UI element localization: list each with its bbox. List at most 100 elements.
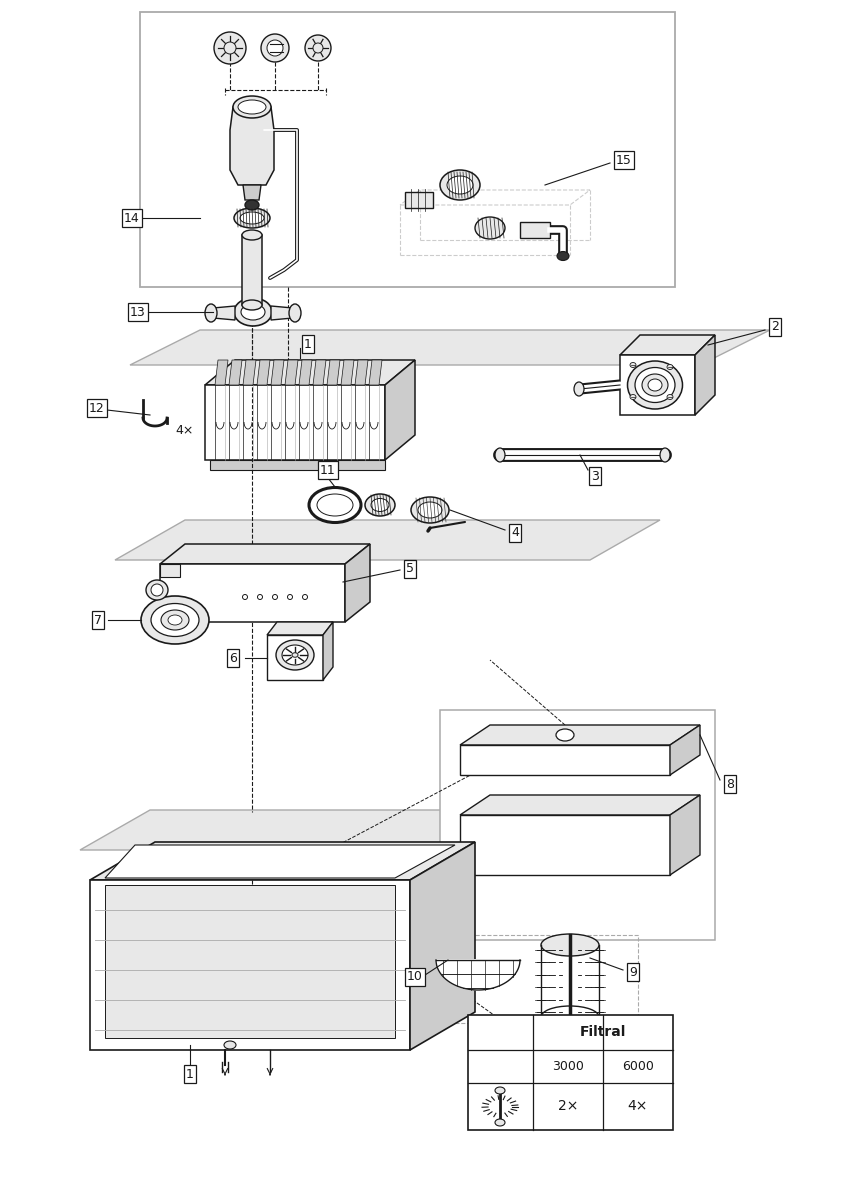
Polygon shape — [670, 725, 700, 775]
Text: 2: 2 — [771, 320, 779, 334]
Polygon shape — [210, 460, 385, 470]
Text: 4×: 4× — [628, 1099, 648, 1114]
Ellipse shape — [289, 304, 301, 322]
Text: 6: 6 — [229, 652, 237, 665]
Ellipse shape — [495, 1118, 505, 1126]
Ellipse shape — [146, 580, 168, 600]
Polygon shape — [436, 960, 520, 990]
Ellipse shape — [242, 594, 247, 600]
Polygon shape — [670, 794, 700, 875]
Ellipse shape — [242, 230, 262, 240]
Ellipse shape — [447, 176, 473, 194]
Ellipse shape — [292, 653, 298, 658]
Text: 4×: 4× — [175, 424, 193, 437]
Polygon shape — [243, 185, 261, 200]
Text: 8: 8 — [726, 778, 734, 791]
Polygon shape — [205, 385, 385, 460]
Ellipse shape — [151, 604, 199, 636]
Ellipse shape — [238, 100, 266, 114]
Polygon shape — [285, 360, 298, 385]
Polygon shape — [323, 622, 333, 680]
Ellipse shape — [267, 40, 283, 56]
Polygon shape — [213, 306, 235, 320]
Ellipse shape — [541, 934, 599, 956]
Polygon shape — [410, 842, 475, 1050]
Ellipse shape — [233, 96, 271, 118]
Polygon shape — [267, 622, 333, 635]
Bar — [468, 1015, 673, 1130]
Polygon shape — [313, 360, 326, 385]
Ellipse shape — [309, 487, 361, 522]
Polygon shape — [160, 544, 370, 564]
Ellipse shape — [224, 42, 236, 54]
Ellipse shape — [240, 212, 264, 224]
Ellipse shape — [317, 494, 353, 516]
Polygon shape — [215, 360, 228, 385]
Polygon shape — [80, 810, 560, 850]
Ellipse shape — [411, 497, 449, 523]
Ellipse shape — [541, 1006, 599, 1028]
Ellipse shape — [168, 614, 182, 625]
Text: 6000: 6000 — [622, 1060, 654, 1073]
Ellipse shape — [303, 594, 308, 600]
Ellipse shape — [288, 594, 293, 600]
Polygon shape — [105, 845, 455, 878]
Ellipse shape — [151, 584, 163, 596]
Ellipse shape — [161, 610, 189, 630]
Text: 9: 9 — [629, 966, 637, 978]
Polygon shape — [385, 360, 415, 460]
Ellipse shape — [214, 32, 246, 64]
Text: 11: 11 — [320, 463, 336, 476]
Bar — [440, 710, 715, 940]
Polygon shape — [460, 725, 700, 745]
Ellipse shape — [305, 35, 331, 61]
Text: 13: 13 — [130, 306, 145, 318]
Ellipse shape — [667, 395, 673, 400]
Ellipse shape — [660, 448, 670, 462]
Polygon shape — [230, 107, 274, 185]
Ellipse shape — [272, 594, 278, 600]
Ellipse shape — [234, 208, 270, 228]
Ellipse shape — [556, 728, 574, 740]
Ellipse shape — [365, 494, 395, 516]
Ellipse shape — [241, 304, 265, 320]
Text: 3: 3 — [591, 469, 599, 482]
Text: 1: 1 — [186, 1068, 194, 1080]
Polygon shape — [160, 564, 345, 622]
Polygon shape — [105, 886, 395, 1038]
Ellipse shape — [648, 379, 662, 391]
Ellipse shape — [257, 594, 262, 600]
Ellipse shape — [141, 596, 209, 644]
Ellipse shape — [234, 298, 272, 326]
Polygon shape — [620, 335, 715, 355]
Polygon shape — [243, 360, 256, 385]
Bar — [428, 935, 638, 1022]
Polygon shape — [327, 360, 340, 385]
Ellipse shape — [630, 395, 636, 400]
Ellipse shape — [440, 170, 480, 200]
Polygon shape — [620, 355, 695, 415]
Ellipse shape — [475, 217, 505, 239]
Ellipse shape — [495, 448, 505, 462]
Text: 7: 7 — [94, 613, 102, 626]
Polygon shape — [257, 360, 270, 385]
Text: 5: 5 — [406, 563, 414, 576]
Ellipse shape — [371, 498, 389, 511]
Ellipse shape — [261, 34, 289, 62]
Ellipse shape — [635, 367, 675, 402]
Polygon shape — [229, 360, 242, 385]
Polygon shape — [460, 794, 700, 815]
Ellipse shape — [667, 365, 673, 370]
Ellipse shape — [245, 200, 259, 210]
Polygon shape — [355, 360, 368, 385]
Ellipse shape — [557, 252, 569, 260]
Polygon shape — [267, 635, 323, 680]
Ellipse shape — [282, 646, 308, 665]
Text: 15: 15 — [616, 154, 632, 167]
Ellipse shape — [242, 300, 262, 310]
Polygon shape — [115, 520, 660, 560]
Text: 3000: 3000 — [552, 1060, 584, 1073]
Bar — [520, 222, 550, 238]
Polygon shape — [160, 564, 180, 577]
Text: Filtral: Filtral — [579, 1026, 627, 1039]
